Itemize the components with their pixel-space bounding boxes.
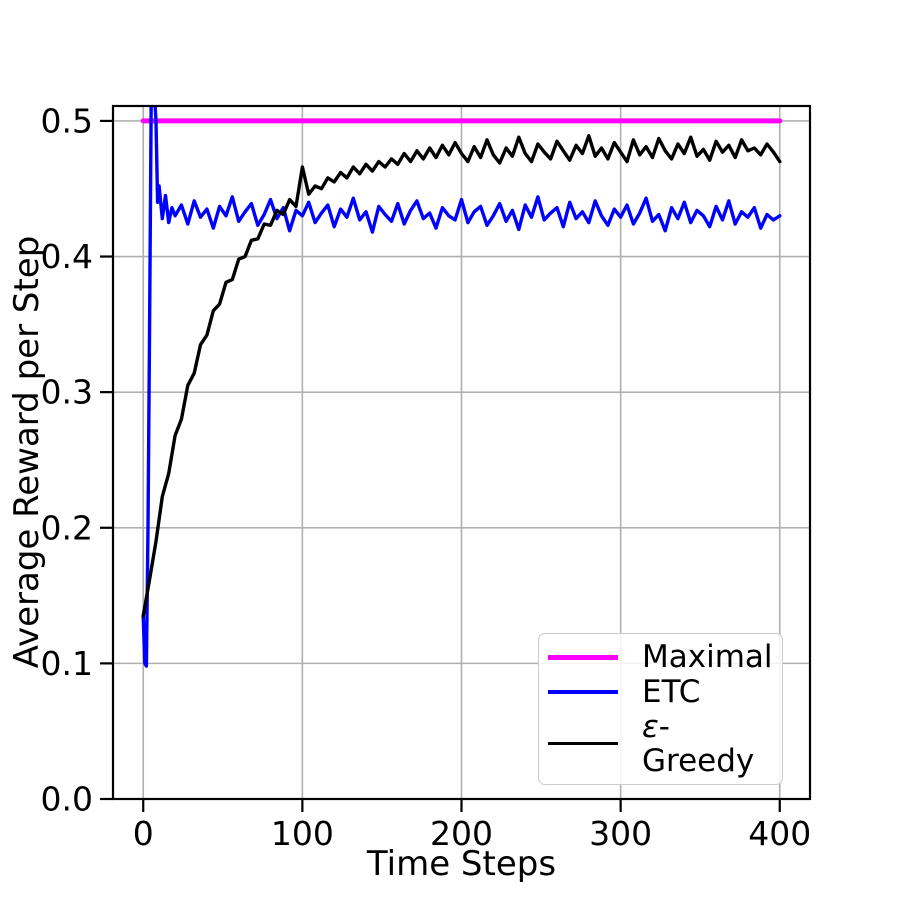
y-tick-label-0.0: 0.0 [41, 780, 93, 819]
legend-item-epsilon-greedy: ε-Greedy [548, 708, 776, 779]
y-tick-label-0.1: 0.1 [41, 644, 93, 683]
y-tick-label-0.2: 0.2 [41, 508, 93, 547]
legend-item-etc: ETC [548, 675, 776, 709]
x-axis-label: Time Steps [366, 844, 557, 884]
y-axis-label: Average Reward per Step [7, 235, 47, 669]
legend: Maximal ETC ε-Greedy [538, 633, 783, 785]
x-tick-label-300: 300 [589, 814, 652, 853]
y-tick-label-0.3: 0.3 [41, 373, 93, 412]
legend-label-etc: ETC [642, 673, 701, 710]
legend-handle-etc [548, 690, 618, 694]
x-tick-label-400: 400 [748, 814, 811, 853]
legend-item-maximal: Maximal [548, 640, 776, 674]
x-tick-label-200: 200 [430, 814, 493, 853]
series-line-2 [141, 134, 782, 618]
y-tick-label-0.5: 0.5 [41, 101, 93, 140]
x-tick-label-100: 100 [271, 814, 334, 853]
legend-handle-maximal [548, 654, 618, 660]
series-line-1 [141, 106, 782, 668]
legend-handle-epsilon-greedy [548, 741, 618, 746]
legend-label-maximal: Maximal [642, 639, 773, 676]
y-tick-label-0.4: 0.4 [41, 237, 93, 276]
legend-label-epsilon-greedy: ε-Greedy [642, 708, 755, 779]
x-tick-label-0: 0 [133, 814, 154, 853]
